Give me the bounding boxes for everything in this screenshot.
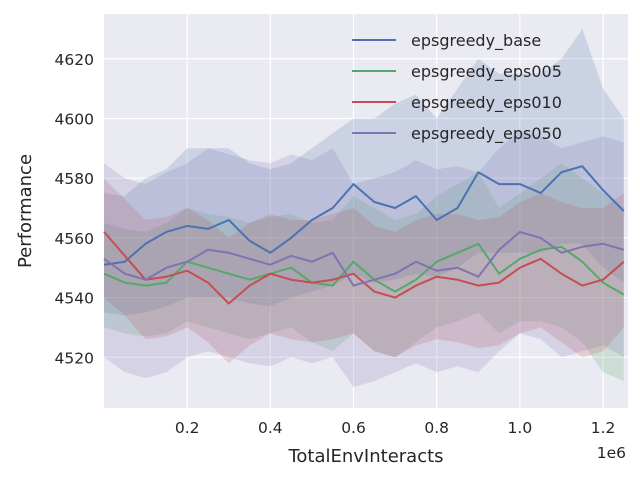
grid	[104, 14, 628, 408]
x-tick-label: 1.0	[508, 419, 533, 437]
legend-label-epsgreedy-eps005: epsgreedy_eps005	[411, 62, 562, 82]
legend-label-epsgreedy-base: epsgreedy_base	[411, 31, 541, 51]
y-tick-label: 4620	[55, 51, 94, 69]
y-tick-label: 4560	[55, 230, 94, 248]
x-tick-label: 1.2	[591, 419, 616, 437]
legend-label-epsgreedy-eps010: epsgreedy_eps010	[411, 93, 562, 113]
band-epsgreedy-eps050	[104, 130, 624, 388]
x-tick-labels: 0.2 0.4 0.6 0.8 1.0 1.2	[175, 419, 616, 437]
legend: epsgreedy_base epsgreedy_eps005 epsgreedy_…	[352, 31, 562, 144]
line-epsgreedy-eps050	[103, 230, 625, 287]
legend-label-epsgreedy-eps050: epsgreedy_eps050	[411, 124, 562, 144]
y-axis-label: Performance	[15, 154, 36, 268]
band-epsgreedy-eps005	[104, 163, 624, 382]
y-tick-label: 4520	[55, 349, 94, 367]
x-tick-label: 0.2	[175, 419, 200, 437]
y-tick-label: 4600	[55, 110, 94, 128]
y-tick-label: 4580	[55, 170, 94, 188]
plot-area	[104, 14, 628, 408]
x-tick-label: 0.6	[341, 419, 366, 437]
x-tick-label: 0.4	[258, 419, 283, 437]
line-epsgreedy-eps005	[103, 242, 625, 296]
series-lines	[103, 165, 625, 305]
line-epsgreedy-base	[103, 165, 625, 266]
x-axis-label: TotalEnvInteracts	[287, 446, 443, 467]
y-tick-label: 4540	[55, 290, 94, 308]
x-tick-label: 0.8	[424, 419, 449, 437]
y-tick-labels: 4520 4540 4560 4580 4600 4620	[55, 51, 94, 367]
band-epsgreedy-base	[104, 28, 624, 316]
x-offset-label: 1e6	[597, 444, 626, 462]
confidence-bands	[104, 28, 624, 388]
